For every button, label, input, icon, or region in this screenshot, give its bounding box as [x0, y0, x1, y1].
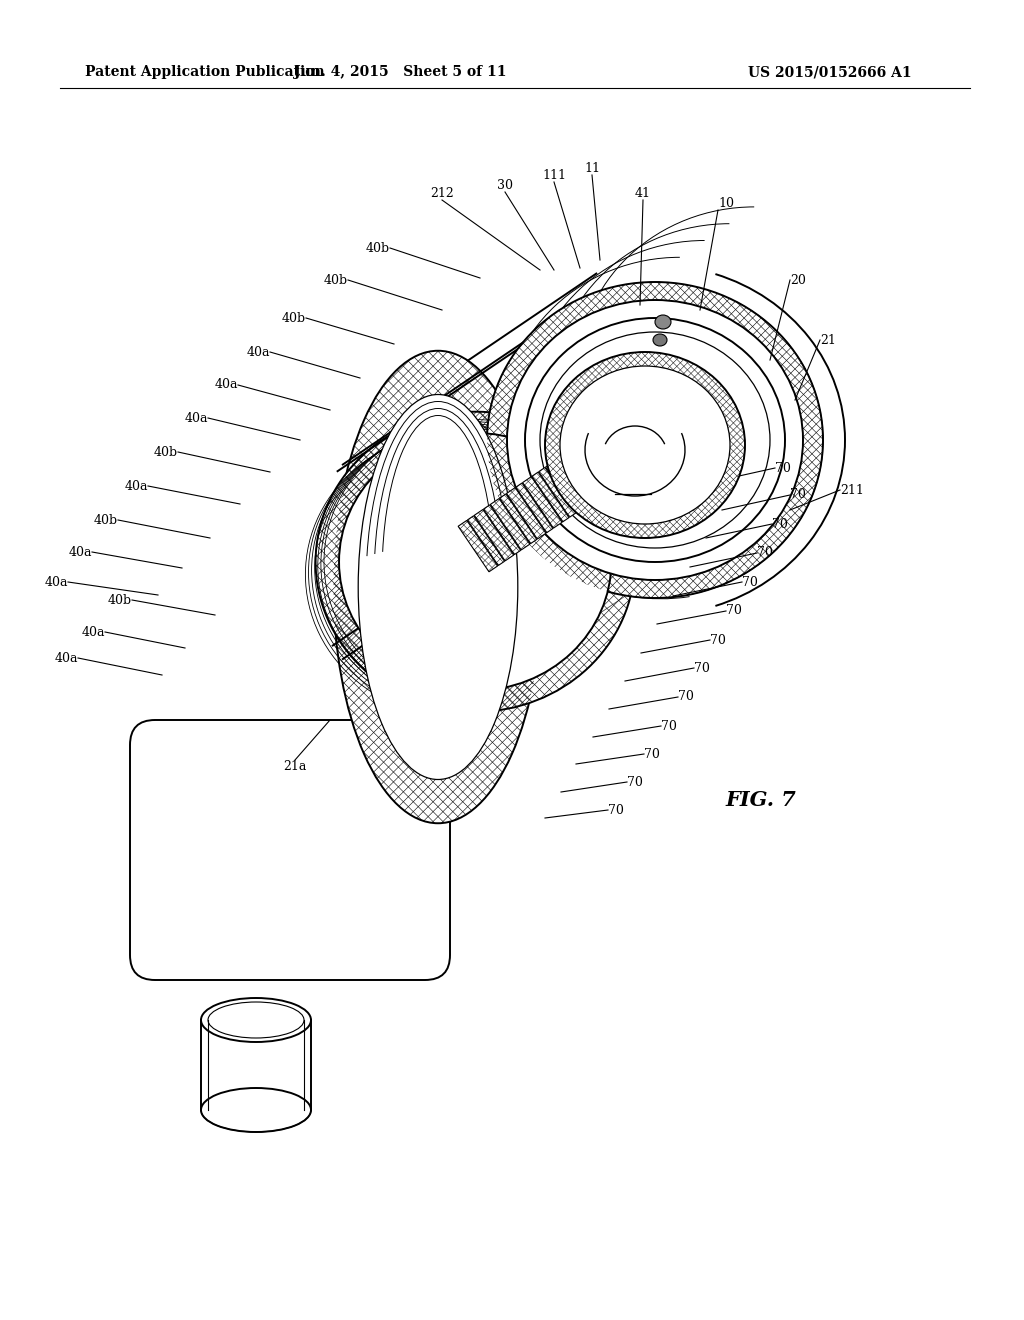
Polygon shape	[516, 483, 553, 533]
Text: 40a: 40a	[44, 576, 68, 589]
Ellipse shape	[653, 334, 667, 346]
Text: 40a: 40a	[69, 545, 92, 558]
Polygon shape	[467, 516, 505, 565]
Text: 40a: 40a	[184, 412, 208, 425]
Ellipse shape	[525, 318, 785, 562]
Polygon shape	[546, 461, 585, 512]
Text: 70: 70	[694, 661, 710, 675]
Text: 41: 41	[635, 187, 651, 201]
Text: 70: 70	[757, 546, 773, 560]
Text: 70: 70	[710, 634, 726, 647]
Polygon shape	[562, 450, 601, 502]
Text: FIG. 7: FIG. 7	[725, 789, 796, 810]
Text: 70: 70	[775, 462, 791, 474]
Text: 40b: 40b	[282, 312, 306, 325]
Text: 70: 70	[790, 488, 806, 502]
Text: 40b: 40b	[154, 446, 178, 458]
FancyBboxPatch shape	[130, 719, 450, 979]
Ellipse shape	[487, 282, 823, 598]
Text: 111: 111	[542, 169, 566, 182]
Ellipse shape	[540, 333, 770, 548]
Polygon shape	[571, 446, 608, 495]
Ellipse shape	[208, 1002, 304, 1038]
Polygon shape	[555, 457, 592, 507]
Text: 40a: 40a	[54, 652, 78, 664]
Text: 10: 10	[718, 197, 734, 210]
Text: 40b: 40b	[108, 594, 132, 606]
Text: Patent Application Publication: Patent Application Publication	[85, 65, 325, 79]
Text: 212: 212	[430, 187, 454, 201]
Polygon shape	[500, 494, 537, 544]
Text: 70: 70	[742, 576, 758, 589]
Polygon shape	[531, 473, 569, 521]
Polygon shape	[507, 487, 546, 539]
Polygon shape	[483, 504, 520, 554]
Polygon shape	[522, 477, 562, 528]
Ellipse shape	[560, 366, 730, 524]
Text: 70: 70	[772, 517, 787, 531]
Text: 70: 70	[644, 747, 659, 760]
Text: 40a: 40a	[214, 379, 238, 392]
Polygon shape	[490, 499, 529, 550]
Polygon shape	[474, 510, 514, 561]
Text: 70: 70	[678, 690, 694, 704]
Text: 21a: 21a	[284, 760, 306, 774]
Text: 40a: 40a	[247, 346, 270, 359]
Text: 11: 11	[584, 162, 600, 176]
Text: 30: 30	[497, 180, 513, 191]
Ellipse shape	[507, 300, 803, 579]
Ellipse shape	[339, 433, 611, 690]
Text: 70: 70	[608, 804, 624, 817]
Text: 40b: 40b	[94, 513, 118, 527]
Ellipse shape	[201, 998, 311, 1041]
Ellipse shape	[655, 315, 671, 329]
Polygon shape	[458, 520, 498, 572]
Text: Jun. 4, 2015   Sheet 5 of 11: Jun. 4, 2015 Sheet 5 of 11	[294, 65, 506, 79]
Ellipse shape	[358, 395, 518, 780]
Text: 70: 70	[662, 719, 677, 733]
Text: 40b: 40b	[366, 242, 390, 255]
Text: 211: 211	[840, 483, 864, 496]
Ellipse shape	[315, 412, 635, 711]
Text: 40b: 40b	[324, 273, 348, 286]
Ellipse shape	[334, 351, 543, 824]
Text: 70: 70	[627, 776, 643, 788]
Text: 40a: 40a	[125, 479, 148, 492]
Text: 20: 20	[790, 273, 806, 286]
Ellipse shape	[545, 352, 745, 539]
Ellipse shape	[201, 1088, 311, 1133]
Text: 70: 70	[726, 605, 741, 618]
Text: US 2015/0152666 A1: US 2015/0152666 A1	[749, 65, 911, 79]
Text: 40a: 40a	[82, 626, 105, 639]
Polygon shape	[539, 467, 575, 517]
Text: 21: 21	[820, 334, 836, 346]
